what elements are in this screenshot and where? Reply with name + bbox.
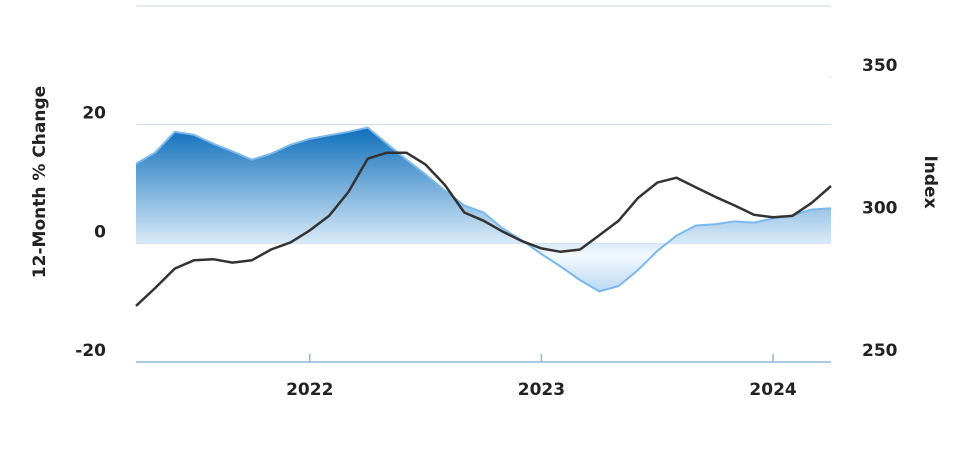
index-line [135, 151, 832, 307]
x-tick-label: 2023 [518, 380, 565, 400]
y2-axis-title: Index [920, 155, 940, 208]
y-tick-label: 20 [82, 104, 106, 124]
y2-tick-label: 300 [862, 199, 898, 219]
x-tick-label: 2024 [749, 380, 796, 400]
x-tick-label: 2022 [286, 380, 333, 400]
area-edge [135, 126, 832, 293]
y-tick-label: -20 [75, 341, 106, 361]
y-tick-label: 0 [94, 222, 106, 242]
y2-tick-label: 350 [862, 56, 898, 76]
y-axis-title: 12-Month % Change [30, 86, 50, 278]
area-fill [136, 127, 831, 292]
y2-tick-label: 250 [862, 341, 898, 361]
